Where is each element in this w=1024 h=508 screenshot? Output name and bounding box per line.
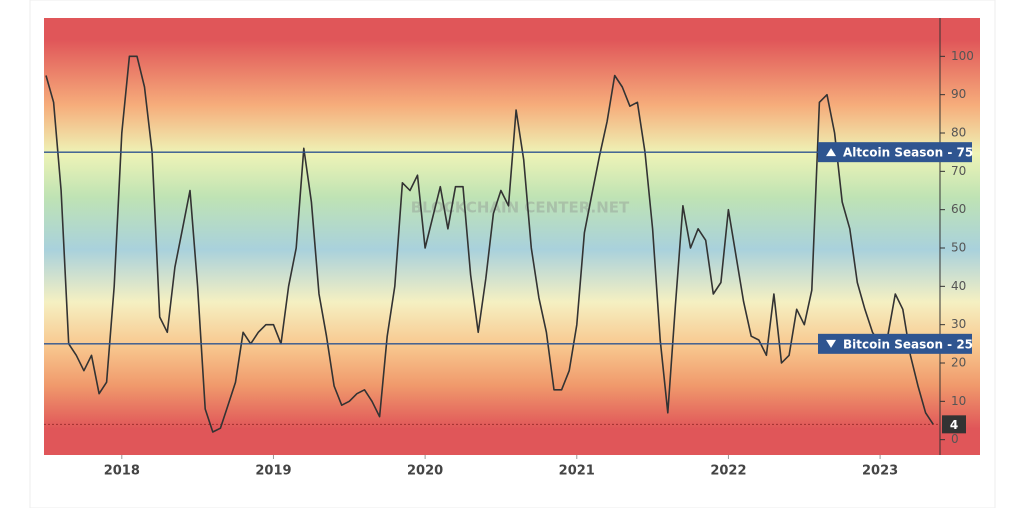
current-value-box: [942, 415, 966, 434]
x-tick-label: 2022: [710, 464, 746, 479]
x-tick-label: 2020: [407, 464, 443, 479]
reference-label: Altcoin Season - 75: [843, 146, 973, 160]
current-value-label: 4: [950, 418, 958, 432]
y-tick-label: 70: [951, 164, 966, 178]
x-tick-label: 2023: [862, 464, 898, 479]
reference-marker: [826, 339, 836, 348]
y-tick-label: 10: [951, 394, 966, 408]
reference-label-box: [818, 142, 972, 163]
y-tick-label: 30: [951, 317, 966, 331]
x-tick-label: 2021: [559, 464, 595, 479]
y-tick-label: 60: [951, 202, 966, 216]
reference-label-box: [818, 333, 972, 354]
y-tick-label: 90: [951, 87, 966, 101]
y-tick-label: 100: [951, 49, 974, 63]
index-line: [45, 55, 934, 433]
reference-label: Bitcoin Season - 25: [843, 337, 973, 351]
y-tick-label: 50: [951, 241, 966, 255]
reference-marker: [826, 148, 836, 157]
plot-background: [44, 18, 980, 455]
x-tick-label: 2018: [104, 464, 140, 479]
y-tick-label: 0: [951, 432, 959, 446]
x-tick-label: 2019: [255, 464, 291, 479]
y-tick-label: 20: [951, 356, 966, 370]
y-tick-label: 40: [951, 279, 966, 293]
y-tick-label: 80: [951, 126, 966, 140]
